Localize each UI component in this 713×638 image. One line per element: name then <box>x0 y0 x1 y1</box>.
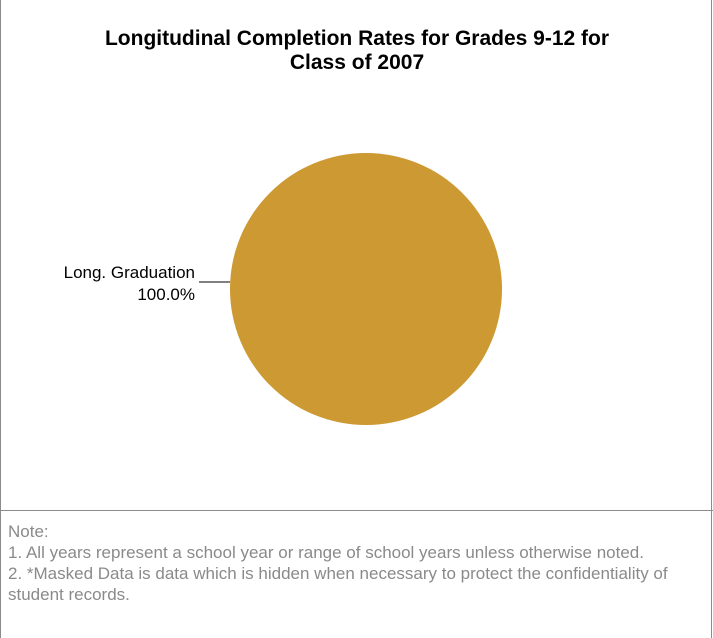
note-item-2: 2. *Masked Data is data which is hidden … <box>8 564 668 604</box>
chart-title-line-1: Longitudinal Completion Rates for Grades… <box>104 27 610 50</box>
pie-chart: Long. Graduation 100.0% <box>64 153 502 425</box>
note-item-1: 1. All years represent a school year or … <box>8 543 644 562</box>
pie-slice <box>230 153 502 425</box>
slice-value-label: 100.0% <box>137 285 195 304</box>
slice-label: Long. Graduation <box>64 263 195 282</box>
chart-title-line-2: Class of 2007 <box>289 51 425 74</box>
notes-section: Note: 1. All years represent a school ye… <box>8 521 708 605</box>
divider <box>1 510 713 511</box>
notes-heading: Note: <box>8 522 49 541</box>
chart-title: Longitudinal Completion Rates for Grades… <box>1 27 713 75</box>
